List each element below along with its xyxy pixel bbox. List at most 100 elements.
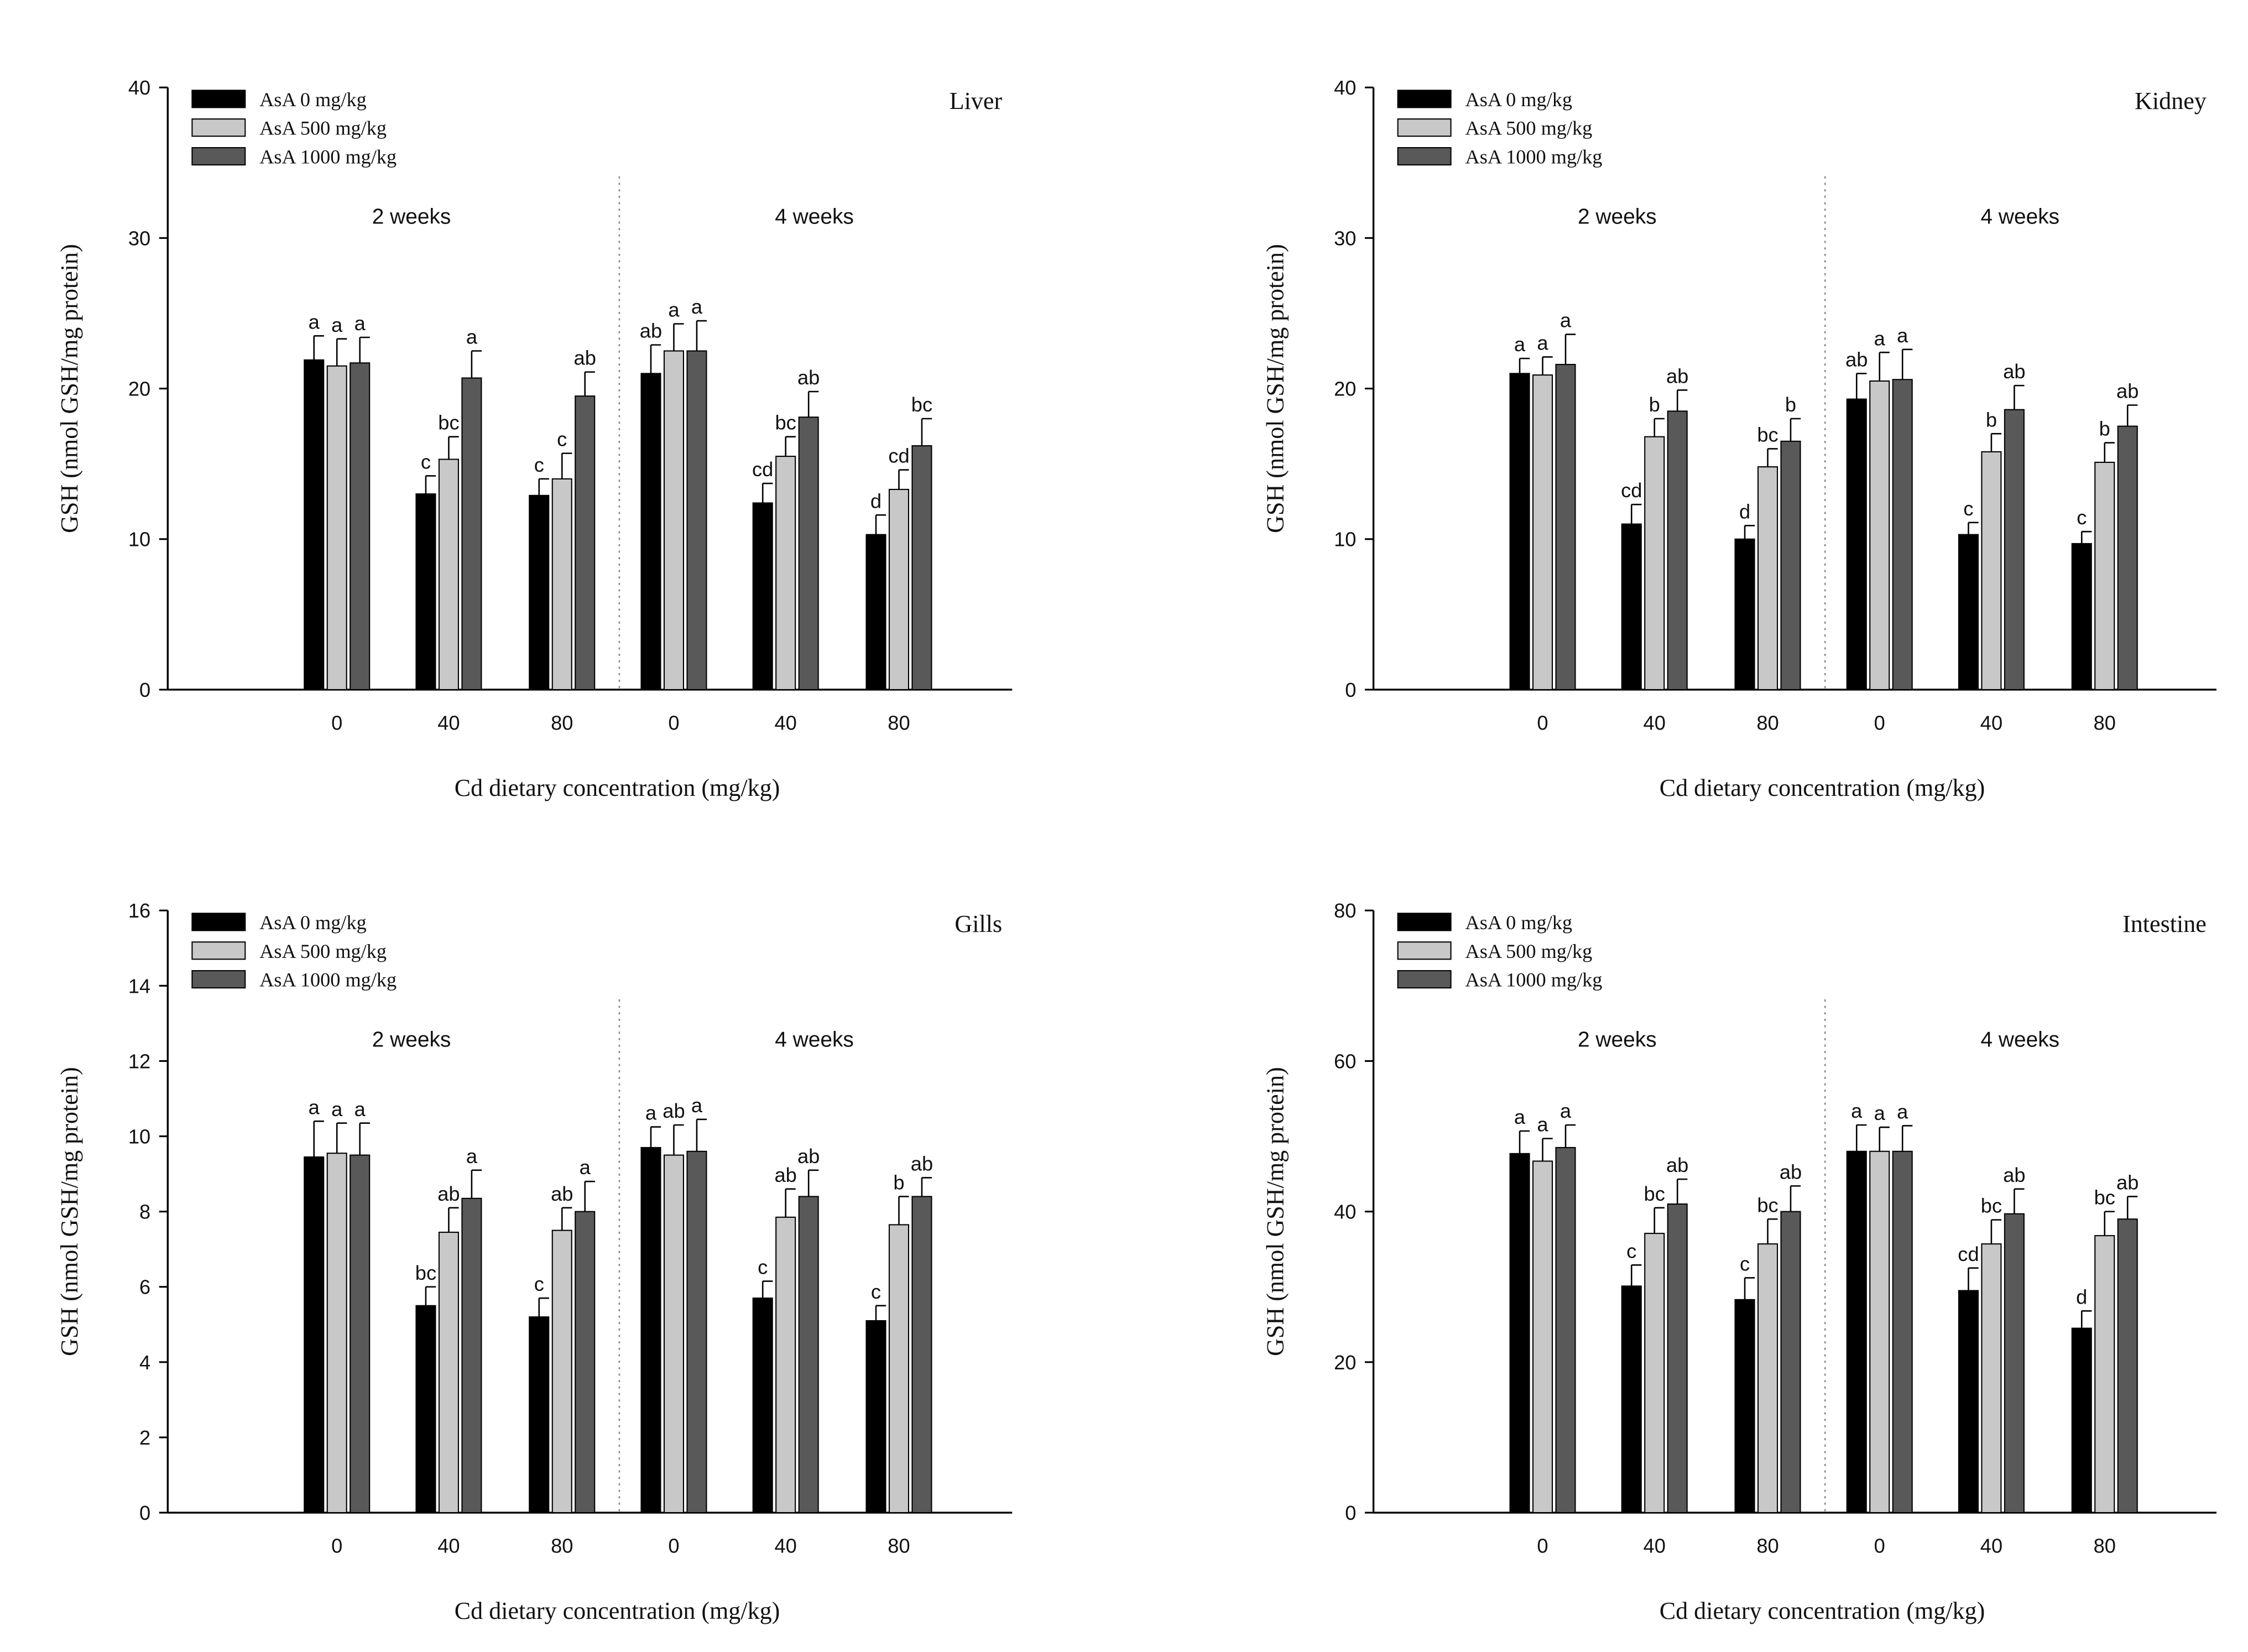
significance-label: a [1897,1101,1908,1123]
bar [1667,410,1688,691]
x-tick-label: 40 [774,1535,796,1557]
significance-label: d [2076,1285,2087,1308]
significance-label: cd [888,445,909,467]
significance-label: bc [438,411,459,434]
bar [1846,398,1867,691]
bar [2004,409,2025,691]
significance-label: bc [415,1262,436,1284]
significance-label: ab [774,1164,796,1186]
significance-label: bc [911,393,932,416]
y-tick-label: 4 [139,1351,150,1374]
significance-label: c [534,454,544,476]
bar [1981,451,2002,691]
significance-label: ab [437,1182,460,1205]
legend: AsA 0 mg/kg AsA 500 mg/kg AsA 1000 mg/kg [191,88,397,168]
x-tick-label: 0 [1874,712,1885,734]
legend-label: AsA 1000 mg/kg [1465,146,1603,168]
significance-label: a [309,1096,320,1118]
significance-label: d [870,489,882,512]
legend-swatch [1397,90,1452,108]
bar [1667,1203,1688,1514]
bar [663,1154,684,1514]
panel-title: Kidney [2135,87,2207,114]
x-tick-label: 0 [1537,1535,1548,1557]
period-label: 2 weeks [372,1028,451,1052]
chart-panel-3: 0 2 4 6 8 10 12 14 16 GSH (nmol GSH/mg protein) Cd… [56,899,1013,1624]
bar [415,1305,436,1514]
period-label: 2 weeks [1578,205,1657,228]
period-label: 4 weeks [775,1028,854,1052]
x-tick-label: 0 [331,1535,342,1557]
y-tick-label: 6 [139,1276,150,1299]
y-tick-label: 10 [128,528,150,551]
legend-swatch [1397,970,1452,989]
y-tick-label: 30 [128,227,150,249]
significance-label: a [354,1098,366,1121]
legend-swatch [1397,941,1452,960]
legend-swatch [1397,913,1452,931]
y-tick-label: 20 [1334,378,1356,400]
significance-label: ab [640,320,662,342]
bar [798,416,819,691]
panel-title: Liver [950,87,1003,114]
significance-label: ab [663,1099,685,1122]
y-tick-label: 12 [128,1050,150,1072]
legend-swatch [191,941,246,960]
period-label: 4 weeks [1980,205,2059,228]
panel-title: Gills [955,910,1002,937]
significance-label: ab [1666,364,1688,387]
bar [686,1150,707,1514]
bar [752,502,773,691]
bar [1892,1150,1913,1514]
legend-label: AsA 0 mg/kg [1465,911,1573,934]
significance-label: bc [1644,1182,1665,1205]
significance-label: ab [574,347,596,369]
significance-label: a [1560,1099,1572,1122]
y-tick-label: 80 [1334,899,1356,922]
period-label: 2 weeks [1578,1028,1657,1052]
legend-swatch [191,970,246,989]
legend-label: AsA 1000 mg/kg [1465,969,1603,991]
y-tick-label: 40 [128,76,150,99]
y-tick-label: 14 [128,974,150,997]
legend-label: AsA 0 mg/kg [259,88,367,111]
bar [640,1147,661,1514]
period-label: 2 weeks [372,205,451,228]
y-tick-label: 0 [1345,1502,1356,1524]
x-tick-label: 40 [774,712,796,734]
significance-label: c [557,428,567,451]
bar [1532,374,1553,691]
bar [1958,534,1979,691]
bar [1734,538,1755,691]
bar [686,350,707,691]
y-axis-title: GSH (nmol GSH/mg protein) [56,1067,83,1356]
significance-label: b [1785,393,1796,416]
period-label: 4 weeks [1980,1028,2059,1052]
bar [1621,1285,1642,1514]
significance-label: a [1851,1099,1863,1122]
panel-title: Intestine [2122,910,2207,937]
legend-label: AsA 0 mg/kg [259,911,367,934]
bar [415,493,436,691]
y-tick-label: 20 [128,378,150,400]
bar [2094,461,2115,691]
significance-label: a [1537,331,1548,354]
significance-label: a [580,1156,591,1179]
bar [551,478,572,691]
significance-label: c [871,1280,881,1303]
x-axis-title: Cd dietary concentration (mg/kg) [455,774,780,801]
bar [1757,1243,1778,1514]
significance-label: a [645,1102,657,1124]
legend-swatch [191,90,246,108]
y-tick-label: 40 [1334,76,1356,99]
bar [775,456,796,691]
significance-label: ab [2116,380,2139,403]
significance-label: a [1897,324,1908,347]
y-tick-label: 16 [128,899,150,922]
bar [461,1197,482,1514]
x-tick-label: 80 [2094,1535,2116,1557]
x-tick-label: 40 [437,712,460,734]
legend: AsA 0 mg/kg AsA 500 mg/kg AsA 1000 mg/kg [191,911,397,991]
significance-label: a [1514,1106,1526,1128]
